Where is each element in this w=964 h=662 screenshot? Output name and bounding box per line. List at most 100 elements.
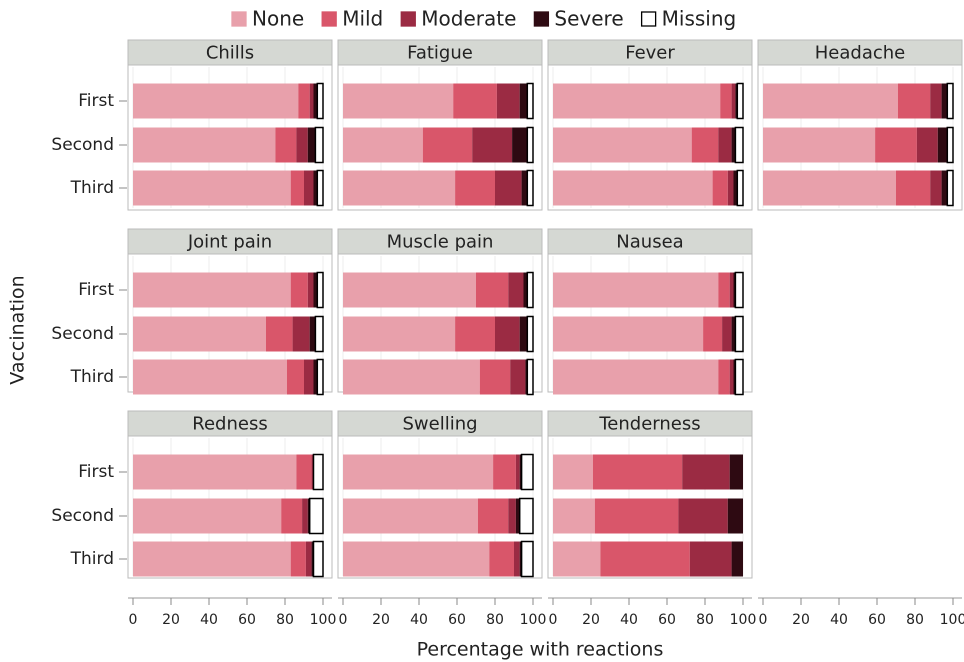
x-tick-label: 60 — [658, 612, 676, 628]
y-tick-label: Second — [51, 324, 114, 344]
legend-swatch — [231, 11, 247, 27]
bar-segment — [304, 359, 314, 395]
bar-segment — [731, 127, 736, 163]
bar-segment — [729, 359, 734, 395]
bar-segment — [678, 498, 728, 534]
bar-segment — [946, 169, 954, 207]
bar-segment — [553, 454, 593, 490]
bar-segment — [594, 498, 679, 534]
bar-segment — [508, 272, 524, 308]
strip — [547, 228, 753, 255]
strip-title: Tenderness — [598, 414, 700, 435]
bar-segment — [731, 541, 743, 577]
bar-segment — [292, 316, 310, 352]
strip — [127, 410, 333, 437]
strip-title: Muscle pain — [387, 232, 494, 253]
bar-segment — [316, 271, 324, 309]
bar-segment — [733, 272, 736, 308]
bar-segment — [521, 170, 528, 206]
bar-segment — [937, 127, 948, 163]
bar-segment — [309, 316, 316, 352]
y-axis-title: Vaccination — [7, 275, 29, 384]
legend-label: Mild — [342, 7, 383, 31]
bar-segment — [731, 316, 736, 352]
bar-segment — [896, 170, 931, 206]
bar-segment — [515, 498, 520, 534]
bar-segment — [453, 83, 497, 119]
bar-segment — [133, 359, 287, 395]
bar-segment — [305, 541, 312, 577]
x-tick-label: 0 — [339, 612, 348, 628]
strip — [337, 39, 543, 66]
strip-title: Nausea — [616, 232, 683, 253]
bar-segment — [455, 316, 495, 352]
x-tick-label: 0 — [759, 612, 768, 628]
bar-segment — [712, 170, 728, 206]
y-tick-label: First — [78, 280, 114, 300]
bar-segment — [275, 127, 297, 163]
bar-segment — [133, 316, 266, 352]
bar-segment — [312, 540, 324, 578]
bar-segment — [133, 170, 291, 206]
bar-segment — [472, 127, 513, 163]
bar-segment — [493, 454, 516, 490]
x-tick-label: 40 — [620, 612, 638, 628]
legend-label: Moderate — [421, 7, 516, 31]
bar-segment — [553, 541, 601, 577]
bar-segment — [553, 127, 692, 163]
bar-segment — [312, 453, 324, 491]
x-tick-label: 40 — [410, 612, 428, 628]
bar-segment — [316, 82, 324, 120]
x-tick-label: 80 — [276, 612, 294, 628]
bar-segment — [718, 272, 730, 308]
bar-segment — [526, 271, 534, 309]
bar-segment — [307, 127, 316, 163]
bar-segment — [311, 454, 314, 490]
bar-segment — [733, 359, 736, 395]
bar-segment — [520, 453, 534, 491]
bar-segment — [553, 272, 719, 308]
legend-swatch — [321, 11, 337, 27]
strip-title: Swelling — [402, 414, 477, 435]
bar-segment — [553, 359, 719, 395]
bar-segment — [495, 316, 520, 352]
bar-segment — [512, 127, 528, 163]
x-tick-label: 20 — [582, 612, 600, 628]
bar-segment — [309, 83, 314, 119]
bar-segment — [422, 127, 473, 163]
bar-segment — [296, 454, 312, 490]
bar-segment — [495, 170, 522, 206]
x-tick-label: 0 — [549, 612, 558, 628]
bar-segment — [718, 127, 732, 163]
strip — [547, 39, 753, 66]
bar-segment — [343, 83, 454, 119]
bar-segment — [916, 127, 938, 163]
bar-segment — [733, 170, 738, 206]
x-tick-label: 100 — [940, 612, 964, 628]
bar-segment — [508, 498, 516, 534]
bar-segment — [343, 359, 480, 395]
bar-segment — [946, 126, 954, 164]
bar-segment — [133, 454, 297, 490]
x-tick-label: 60 — [238, 612, 256, 628]
bar-segment — [525, 359, 528, 395]
bar-segment — [520, 540, 534, 578]
strip — [127, 228, 333, 255]
bar-segment — [930, 170, 942, 206]
bar-segment — [763, 83, 898, 119]
bar-segment — [510, 359, 526, 395]
bar-segment — [682, 454, 730, 490]
x-tick-label: 40 — [200, 612, 218, 628]
bar-segment — [314, 126, 324, 164]
bar-segment — [875, 127, 917, 163]
bar-segment — [734, 315, 744, 353]
bar-segment — [290, 272, 308, 308]
bar-segment — [343, 127, 423, 163]
bar-segment — [296, 127, 308, 163]
legend-swatch — [400, 11, 416, 27]
strip — [757, 39, 963, 66]
strip — [547, 410, 753, 437]
y-tick-label: First — [78, 91, 114, 111]
bar-segment — [133, 83, 299, 119]
bar-segment — [897, 83, 931, 119]
